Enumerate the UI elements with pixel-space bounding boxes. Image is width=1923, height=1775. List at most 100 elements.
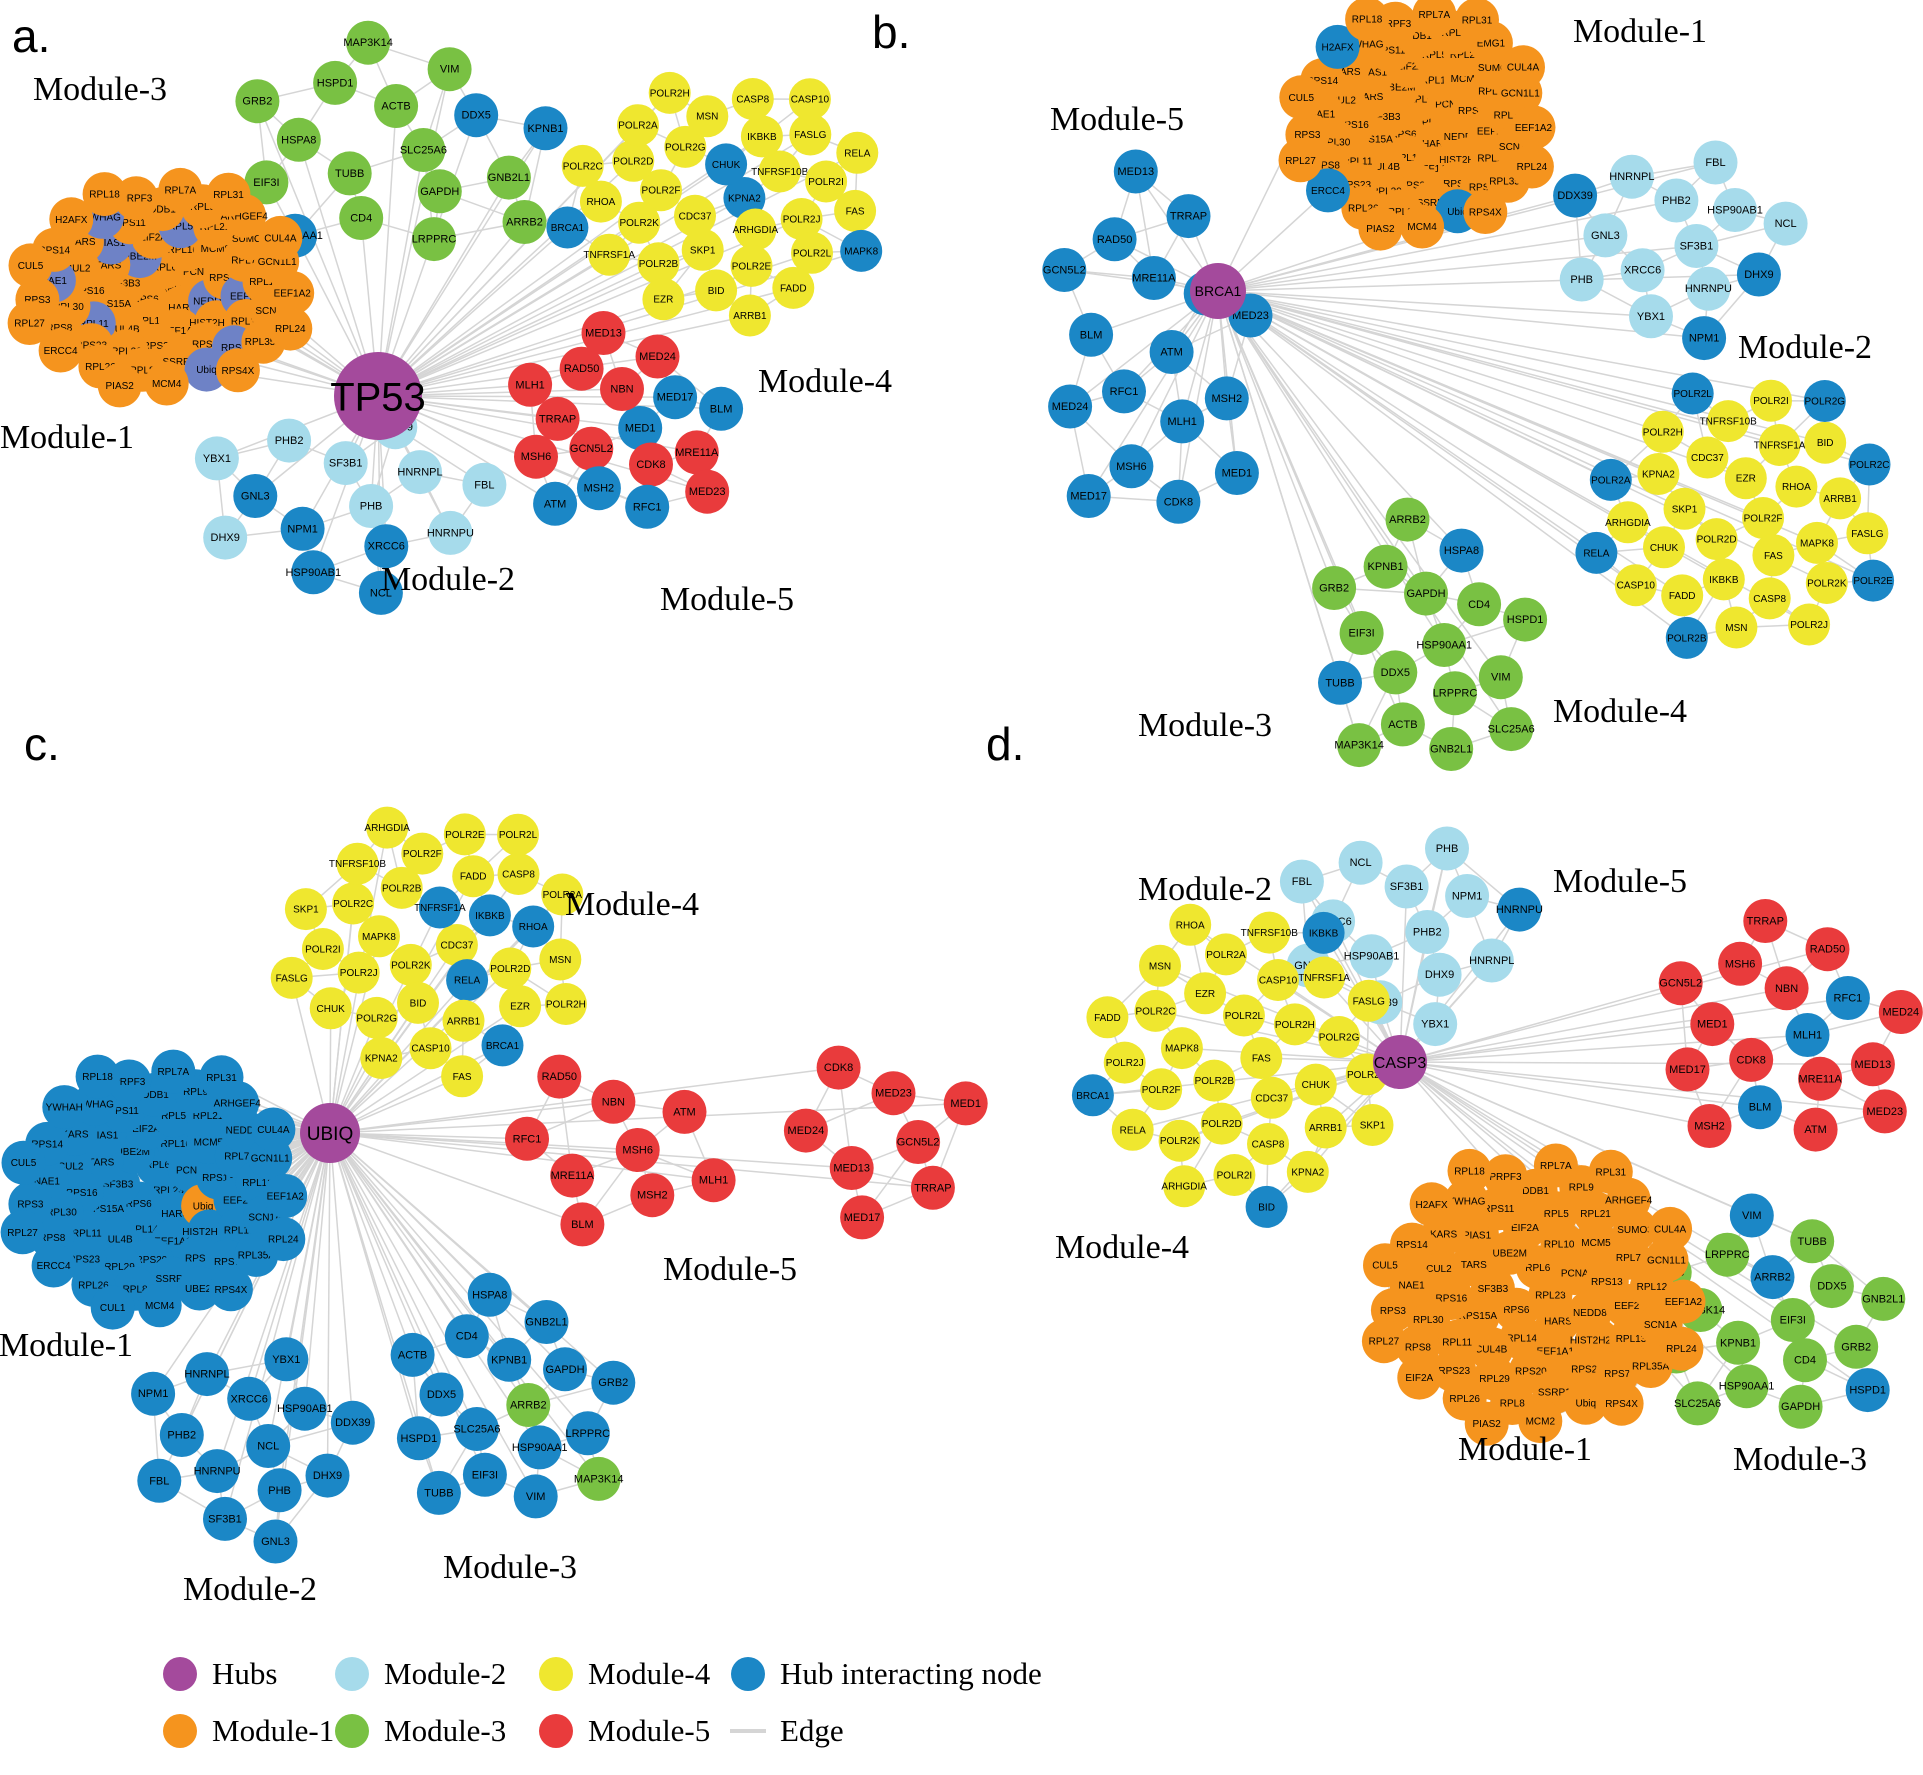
node-FAS[interactable] (834, 189, 877, 232)
node-CDK8[interactable] (816, 1045, 861, 1090)
node-ATM[interactable] (533, 481, 578, 526)
node-MED23[interactable] (685, 469, 730, 514)
node-GNB2L1[interactable] (524, 1300, 569, 1344)
node-CHUK[interactable] (1294, 1063, 1337, 1106)
node-FASLG[interactable] (789, 113, 832, 156)
node-MED23[interactable] (871, 1071, 916, 1116)
node-HNRNPL[interactable] (185, 1352, 229, 1397)
node-FBL[interactable] (1693, 140, 1738, 185)
node-NBN[interactable] (600, 367, 644, 411)
node-RPL7A[interactable] (1412, 0, 1457, 37)
node-GRB2[interactable] (1312, 566, 1357, 610)
node-KPNA2[interactable] (1637, 453, 1680, 495)
node-SLC25A6[interactable] (454, 1407, 499, 1451)
node-GNL3[interactable] (1583, 213, 1628, 258)
node-RELA[interactable] (836, 131, 879, 174)
node-MED1[interactable] (1214, 451, 1259, 495)
node-GNB2L1[interactable] (486, 155, 531, 200)
node-TRRAP[interactable] (910, 1165, 955, 1210)
node-SF3B1[interactable] (203, 1496, 247, 1541)
node-POLR2L[interactable] (1222, 994, 1265, 1037)
node-ACTB[interactable] (374, 84, 419, 128)
node-FASLG[interactable] (1846, 512, 1889, 555)
node-GCN5L2[interactable] (1658, 961, 1703, 1006)
node-ARRB2[interactable] (1385, 497, 1430, 542)
node-ATM[interactable] (1793, 1107, 1838, 1152)
node-POLR2I[interactable] (805, 160, 848, 203)
node-MED1[interactable] (618, 406, 663, 450)
node-POLR2F[interactable] (401, 832, 444, 875)
node-FASLG[interactable] (270, 956, 313, 999)
node-DDX5[interactable] (419, 1372, 464, 1417)
node-POLR2D[interactable] (612, 139, 655, 182)
node-EEF1A2[interactable] (1511, 105, 1556, 150)
node-NCL[interactable] (246, 1424, 291, 1468)
node-TNFRSF1A[interactable] (1303, 956, 1346, 999)
node-RPL24[interactable] (1659, 1326, 1704, 1371)
node-RPS2[interactable] (1562, 1347, 1607, 1392)
node-MRE11A[interactable] (550, 1153, 595, 1198)
node-ATM[interactable] (662, 1089, 707, 1134)
node-DHX9[interactable] (1417, 952, 1462, 997)
node-LRPPRC[interactable] (1705, 1232, 1750, 1277)
node-KPNA2[interactable] (1286, 1150, 1329, 1193)
node-MED17[interactable] (1066, 474, 1111, 518)
node-POLR2F[interactable] (1140, 1068, 1183, 1111)
node-POLR2F[interactable] (640, 169, 682, 212)
node-SF3B1[interactable] (1674, 224, 1719, 268)
node-POLR2C[interactable] (332, 882, 375, 925)
node-ARRB1[interactable] (728, 294, 771, 337)
node-NPM1[interactable] (1445, 874, 1490, 918)
node-PHB[interactable] (349, 484, 394, 528)
node-LRPPRC[interactable] (565, 1411, 610, 1456)
node-RHOA[interactable] (1775, 465, 1818, 508)
node-HSPD1[interactable] (396, 1416, 441, 1461)
node-FBL[interactable] (137, 1458, 182, 1503)
node-FBL[interactable] (1279, 859, 1324, 904)
node-KPNB1[interactable] (1716, 1320, 1761, 1365)
node-SKP1[interactable] (1351, 1104, 1394, 1146)
node-LRPPRC[interactable] (1433, 671, 1477, 716)
node-CDK8[interactable] (629, 442, 673, 487)
node-GAPDH[interactable] (1404, 571, 1448, 616)
node-POLR2I[interactable] (1750, 379, 1792, 422)
node-MED13[interactable] (1113, 149, 1158, 194)
node-PRPF3[interactable] (1483, 1154, 1528, 1199)
node-RPL27[interactable] (0, 1210, 45, 1255)
node-TNFRSF10B[interactable] (1707, 400, 1750, 443)
node-MAPK8[interactable] (358, 915, 400, 958)
node-IKBKB[interactable] (1302, 911, 1345, 954)
node-GAPDH[interactable] (1778, 1384, 1823, 1429)
node-MED23[interactable] (1862, 1089, 1907, 1134)
node-SKP1[interactable] (1663, 487, 1706, 530)
node-GAPDH[interactable] (417, 169, 462, 214)
node-POLR2H[interactable] (1641, 410, 1684, 453)
node-DDX5[interactable] (454, 93, 499, 138)
node-CUL1[interactable] (90, 1285, 135, 1330)
node-MAPK8[interactable] (1160, 1027, 1203, 1070)
node-CHUK[interactable] (705, 143, 748, 186)
node-RPS4X[interactable] (1463, 190, 1508, 234)
node-RPL27[interactable] (1361, 1319, 1406, 1364)
node-RPS4X[interactable] (215, 348, 260, 393)
node-CASP10[interactable] (1257, 959, 1299, 1001)
node-EEF1A2[interactable] (263, 1174, 308, 1218)
node-POLR2C[interactable] (561, 144, 604, 187)
node-RAD50[interactable] (1092, 217, 1137, 262)
node-HNRNPU[interactable] (428, 510, 473, 555)
node-BRCA1[interactable] (1071, 1074, 1114, 1117)
node-RELA[interactable] (446, 959, 489, 1002)
node-MSH6[interactable] (615, 1128, 660, 1172)
node-EIF3I[interactable] (244, 160, 289, 205)
node-MCM4[interactable] (1400, 204, 1445, 249)
node-HSP90AB1[interactable] (282, 1386, 327, 1431)
node-POLR2A[interactable] (1205, 933, 1247, 976)
node-GRB2[interactable] (235, 79, 280, 124)
node-MED24[interactable] (1048, 384, 1093, 429)
node-PHB2[interactable] (1654, 178, 1699, 223)
node-PHB2[interactable] (267, 418, 312, 463)
node-CUL5[interactable] (8, 243, 53, 288)
node-ARRB2[interactable] (506, 1383, 551, 1427)
node-GCN5L2[interactable] (569, 426, 614, 471)
node-FADD[interactable] (1086, 996, 1129, 1039)
